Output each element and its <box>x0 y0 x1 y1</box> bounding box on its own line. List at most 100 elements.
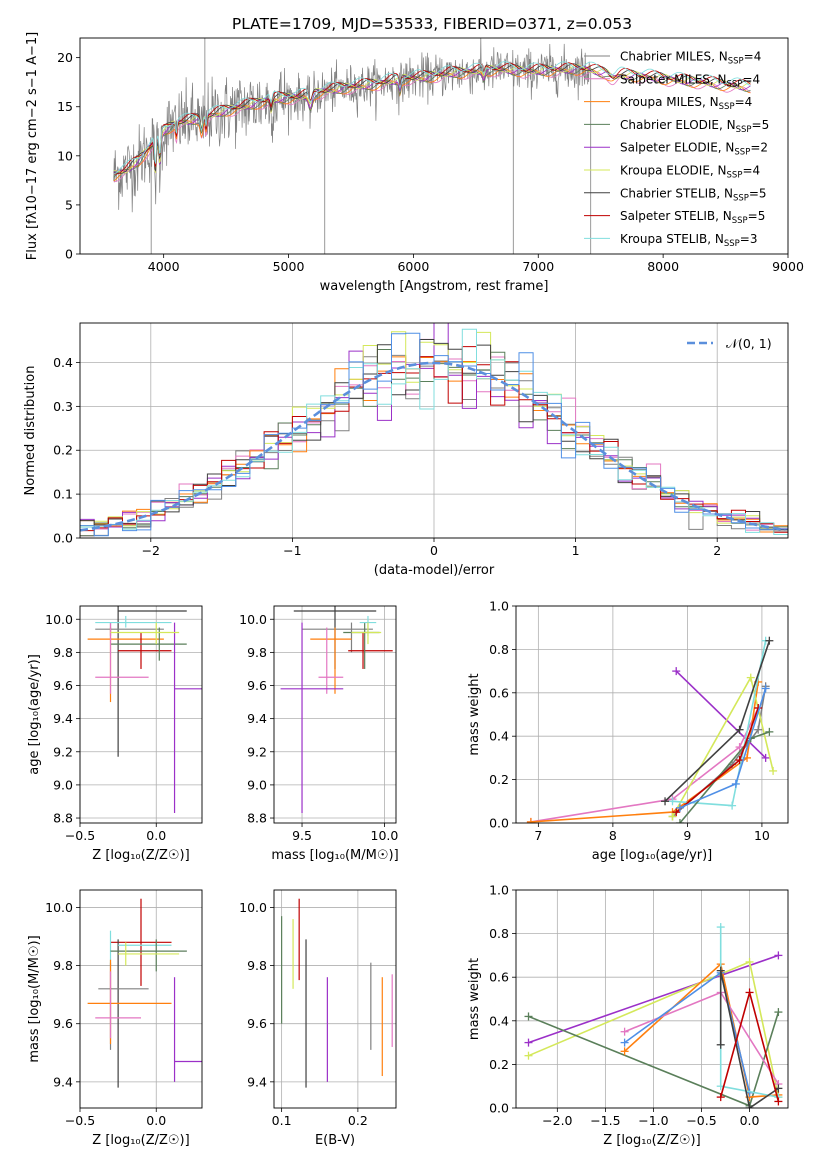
y-tick-label: 0.2 <box>489 1057 509 1072</box>
y-tick-label: 0.6 <box>489 685 509 700</box>
legend-entry: 𝒩(0, 1) <box>726 336 772 351</box>
error-bars <box>87 606 202 814</box>
y-tick-label: 1.0 <box>489 883 509 898</box>
y-tick-label: 9.2 <box>53 744 73 759</box>
x-tick-label: −1.5 <box>590 1113 620 1128</box>
axes-frame <box>515 605 789 824</box>
x-tick-label: 10 <box>754 828 770 843</box>
x-tick-label: 9000 <box>772 259 804 274</box>
x-axis-label: (data-model)/error <box>374 563 495 578</box>
y-tick-label: 0.4 <box>53 355 73 370</box>
y-axis-label: mass weight <box>467 673 482 755</box>
residuals-axes: −2 −1 0 1 2 0.0 0.1 0.2 0.3 0.4 (data-model)/error… <box>23 322 789 578</box>
chart-layer: 4000 5000 6000 7000 8000 900005101520waveleng… <box>23 32 804 1148</box>
y-tick-label: 0.0 <box>489 1101 509 1116</box>
y-tick-label: 0.1 <box>53 487 73 502</box>
mass_vs_Z-axes: −0.5 0.0 9.4 9.6 9.8 10.0 Z [log₁₀(Z/Z☉)] mass … <box>27 889 203 1148</box>
y-tick-label: 9.6 <box>247 1016 267 1031</box>
y-tick-label: 10 <box>57 148 73 163</box>
x-tick-label: 0.0 <box>146 828 166 843</box>
y-tick-label: 0.6 <box>489 970 509 985</box>
weight-line <box>719 970 779 1108</box>
x-tick-label: 9 <box>683 828 691 843</box>
figure-title: PLATE=1709, MJD=53533, FIBERID=0371, z=0… <box>232 15 632 33</box>
weight-lines <box>526 636 778 823</box>
y-axis-label: age [log₁₀(age/yr)] <box>27 654 42 775</box>
y-tick-label: 0.2 <box>489 772 509 787</box>
x-axis-label: Z [log₁₀(Z/Z☉)] <box>92 848 189 863</box>
x-tick-label: −2.0 <box>542 1113 572 1128</box>
y-tick-label: 9.8 <box>53 645 73 660</box>
weight_vs_Z-axes: −2.0 −1.5 −1.0 −0.5 0.0 0.0 0.2 0.4 0.6 0.8 1.0 Z [… <box>467 883 789 1148</box>
y-axis-label: mass weight <box>467 958 482 1040</box>
error-bars <box>281 898 393 1088</box>
y-axis-label: Normed distribution <box>23 366 38 496</box>
x-axis-label: wavelength [Angstrom, rest frame] <box>320 279 549 294</box>
legend-entry: Salpeter ELODIE, NSSP=2 <box>620 141 768 158</box>
legend-entry: Chabrier ELODIE, NSSP=5 <box>620 118 769 135</box>
x-tick-label: 2 <box>713 543 721 558</box>
y-tick-label: 0.3 <box>53 399 73 414</box>
y-tick-label: 9.4 <box>247 1074 267 1089</box>
weight-line <box>528 954 779 1044</box>
x-tick-label: 7 <box>534 828 542 843</box>
age_vs_Z-axes: −0.5 0.0 8.8 9.0 9.2 9.4 9.6 9.8 10.0 Z [log₁₀(Z/… <box>27 605 203 863</box>
y-tick-label: 20 <box>57 50 73 65</box>
y-tick-label: 9.8 <box>247 958 267 973</box>
y-tick-label: 0.4 <box>489 729 509 744</box>
x-tick-label: 1 <box>572 543 580 558</box>
x-axis-label: Z [log₁₀(Z/Z☉)] <box>603 1133 700 1148</box>
y-tick-label: 9.0 <box>53 777 73 792</box>
y-tick-label: 9.4 <box>247 711 267 726</box>
x-axis-label: mass [log₁₀(M/M☉)] <box>271 848 398 863</box>
y-tick-label: 9.6 <box>53 678 73 693</box>
y-tick-label: 9.8 <box>53 958 73 973</box>
x-tick-label: 0.1 <box>272 1113 292 1128</box>
x-axis-label: E(B-V) <box>315 1133 355 1148</box>
y-axis-label: mass [log₁₀(M/M☉)] <box>27 935 42 1062</box>
y-tick-label: 0.0 <box>489 816 509 831</box>
x-tick-label: 9.5 <box>292 828 312 843</box>
y-tick-label: 0.4 <box>489 1013 509 1028</box>
mass_vs_ebv-axes: 0.1 0.2 9.4 9.6 9.8 10.0 E(B-V) <box>239 889 397 1148</box>
x-axis-label: Z [log₁₀(Z/Z☉)] <box>92 1133 189 1148</box>
x-tick-label: 6000 <box>397 259 429 274</box>
weight-line <box>530 681 759 823</box>
axes-frame <box>273 605 397 824</box>
y-tick-label: 0.2 <box>53 443 73 458</box>
observed-spectrum-line <box>113 38 592 213</box>
x-tick-label: 4000 <box>148 259 180 274</box>
x-tick-label: −0.5 <box>65 828 95 843</box>
spectrum-axes: 4000 5000 6000 7000 8000 9000 0 5 10 15 20 waveleng… <box>25 32 804 294</box>
x-tick-label: 7000 <box>522 259 554 274</box>
gaussian-curve <box>80 361 786 532</box>
x-axis-label: age [log₁₀(age/yr)] <box>592 848 713 863</box>
y-tick-label: 9.2 <box>247 744 267 759</box>
y-axis-label: Flux [fλ10−17 erg cm−2 s−1 A−1] <box>25 32 40 260</box>
y-tick-label: 9.6 <box>247 678 267 693</box>
x-tick-label: 0.2 <box>348 1113 368 1128</box>
axes-frame <box>515 889 789 1109</box>
y-tick-label: 8.8 <box>53 811 73 826</box>
age_vs_mass-axes: 9.5 10.0 8.8 9.0 9.2 9.4 9.6 9.8 10.0 mass [log₁₀… <box>239 605 399 863</box>
x-tick-label: 10.0 <box>371 828 399 843</box>
legend-entry: Salpeter STELIB, NSSP=5 <box>620 209 765 226</box>
spectrum-legend: Chabrier MILES, NSSP=4 Salpeter MILES, NS… <box>584 50 769 249</box>
model-spectrum-line <box>113 61 751 175</box>
model-spectrum-line <box>113 63 751 174</box>
x-tick-label: 8 <box>609 828 617 843</box>
x-tick-label: 8000 <box>647 259 679 274</box>
x-tick-label: 0.0 <box>740 1113 760 1128</box>
histograms <box>80 323 788 537</box>
x-tick-label: 0 <box>430 543 438 558</box>
y-tick-label: 9.8 <box>247 645 267 660</box>
legend-entry: Chabrier STELIB, NSSP=5 <box>620 186 767 203</box>
x-tick-label: −1.0 <box>638 1113 668 1128</box>
x-tick-label: −1 <box>283 543 301 558</box>
legend-entry: Kroupa ELODIE, NSSP=4 <box>620 164 760 181</box>
y-tick-label: 5 <box>65 197 73 212</box>
x-tick-label: −2 <box>142 543 160 558</box>
spectrum-lines <box>113 38 751 254</box>
x-tick-label: −0.5 <box>65 1113 95 1128</box>
